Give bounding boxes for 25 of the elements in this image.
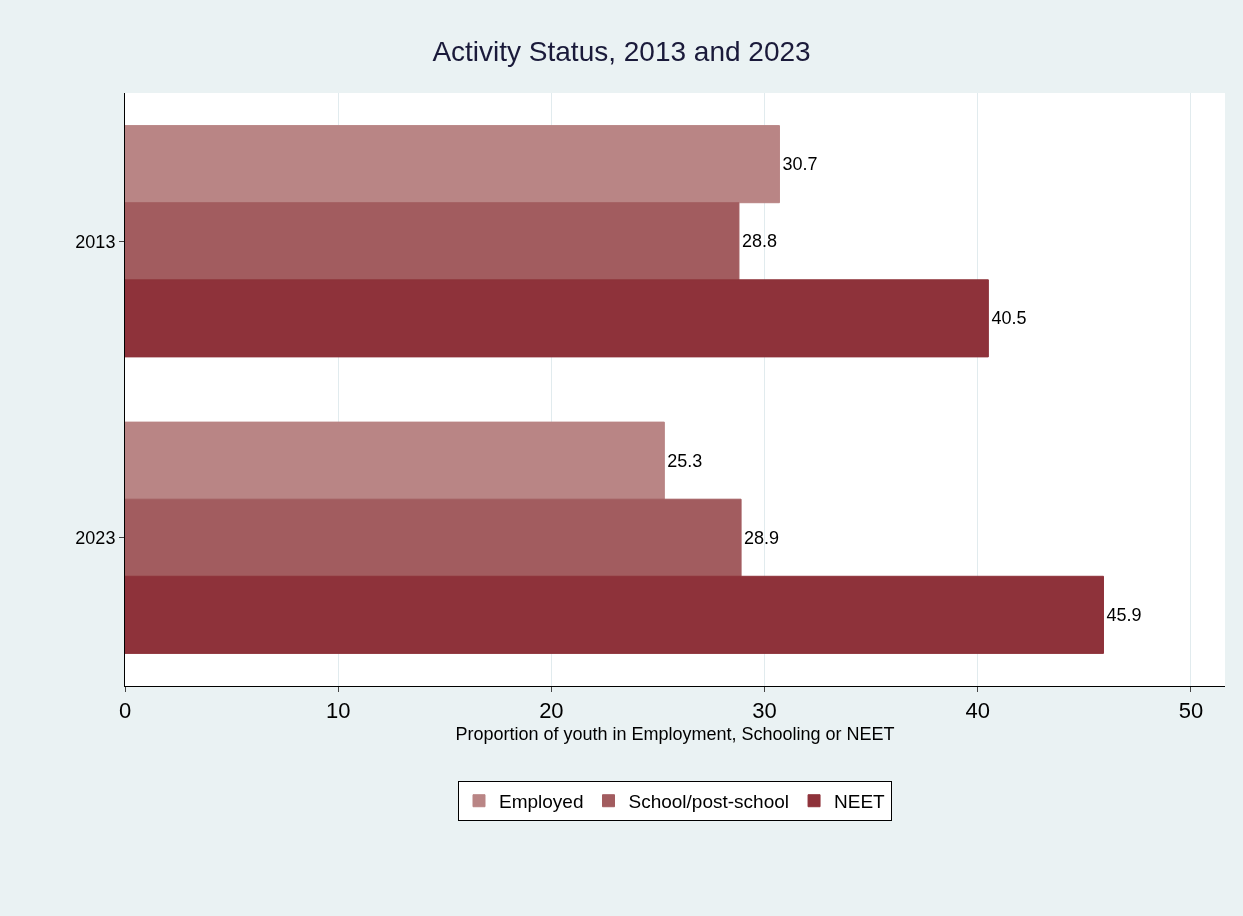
data-label: 30.7 <box>782 154 818 175</box>
x-tick-label: 50 <box>1178 698 1204 724</box>
x-tick-label: 20 <box>539 698 564 724</box>
bar <box>125 575 1104 654</box>
data-label: 45.9 <box>1106 604 1142 625</box>
bar <box>125 279 989 358</box>
chart-title: Activity Status, 2013 and 2023 <box>432 35 811 67</box>
x-tick-label: 10 <box>325 698 351 724</box>
data-label: 25.3 <box>667 450 703 471</box>
bar <box>125 421 665 500</box>
x-tick-label: 0 <box>118 698 132 724</box>
legend-label: NEET <box>834 791 886 813</box>
legend-label: School/post-school <box>628 791 790 813</box>
bar <box>125 125 780 204</box>
data-label: 28.8 <box>741 231 777 252</box>
y-tick-label: 2013 <box>75 231 116 252</box>
bar <box>125 498 742 577</box>
x-tick-label: 30 <box>752 698 777 724</box>
legend-label: Employed <box>499 791 584 813</box>
y-tick-label: 2023 <box>75 528 116 549</box>
x-axis-title: Proportion of youth in Employment, Schooling or NEET <box>455 723 895 744</box>
data-label: 40.5 <box>991 308 1027 329</box>
data-label: 28.9 <box>744 527 780 548</box>
bar <box>125 202 740 281</box>
x-tick-label: 40 <box>965 698 990 724</box>
